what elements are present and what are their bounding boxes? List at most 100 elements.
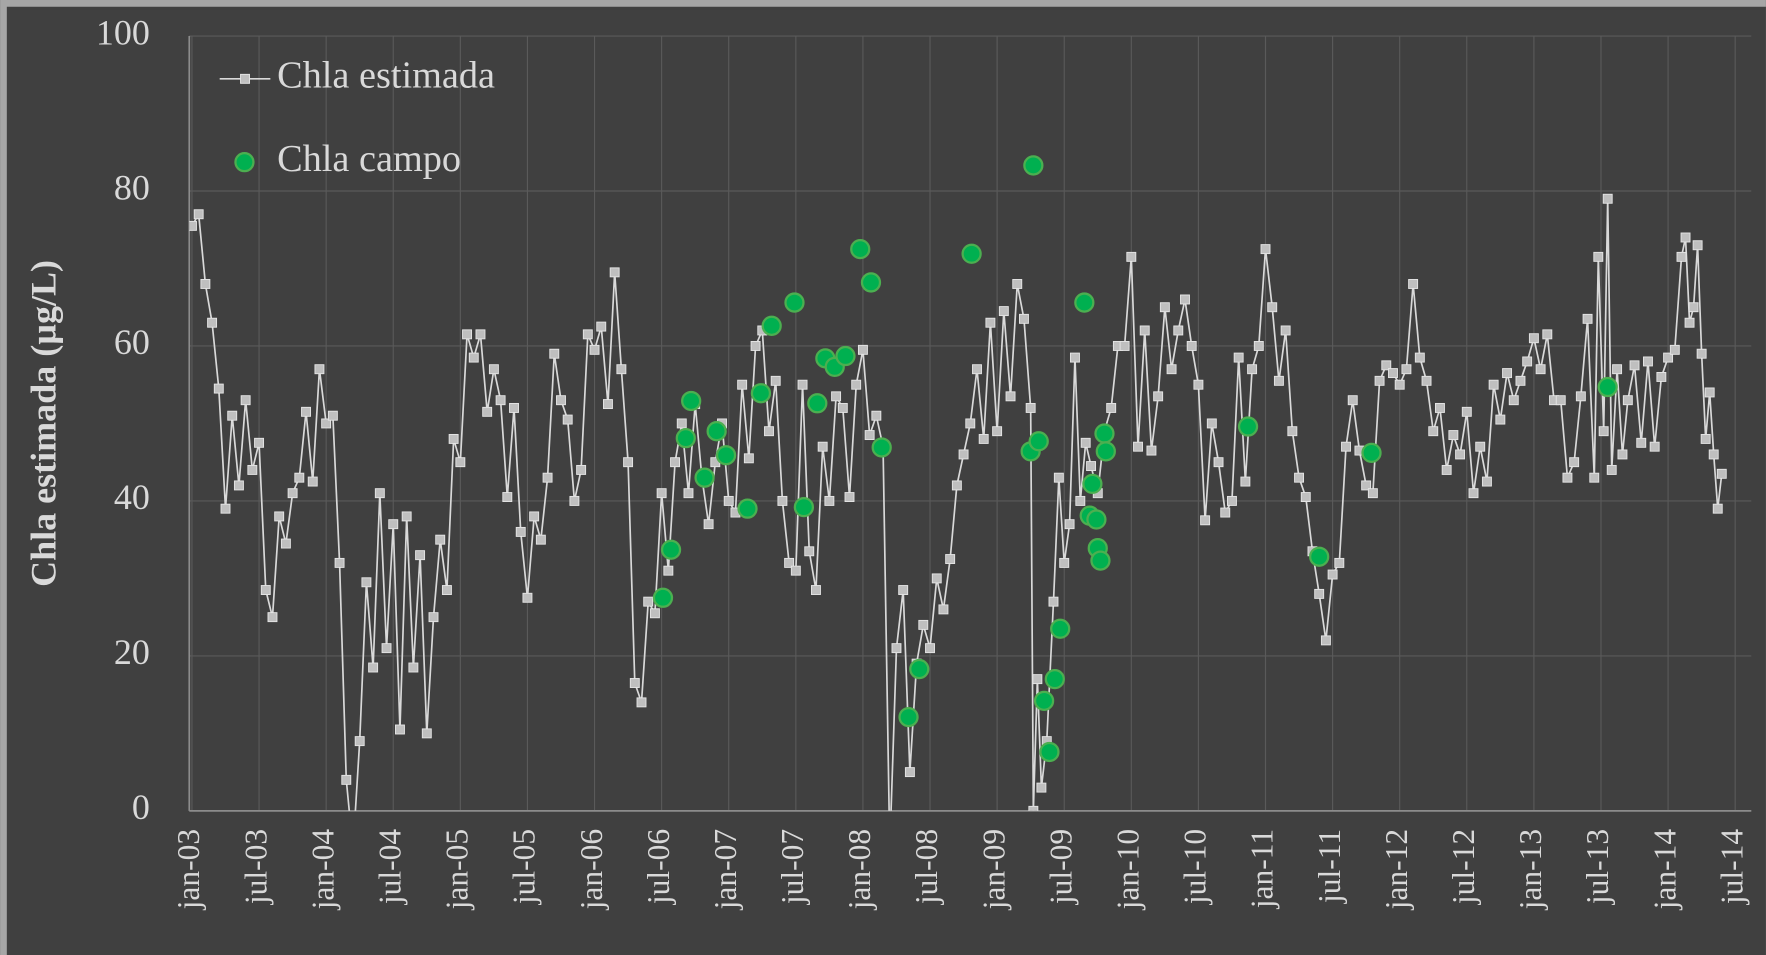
scatter-point [860, 272, 882, 293]
scatter-point [694, 467, 715, 488]
line-marker [1053, 472, 1064, 483]
line-marker [777, 495, 788, 506]
line-marker [1180, 294, 1190, 305]
line-marker [495, 395, 506, 406]
scatter-point [1086, 509, 1107, 530]
line-marker [193, 209, 204, 220]
line-marker [1153, 391, 1164, 402]
line-marker [790, 565, 801, 576]
line-marker [1688, 302, 1699, 313]
x-tick-label: jul-07 [775, 829, 810, 905]
line-marker [267, 612, 278, 623]
line-marker [951, 480, 962, 491]
scatter-point [1237, 416, 1259, 437]
line-marker [663, 565, 674, 576]
line-marker [764, 426, 774, 437]
x-tick-label: jul-05 [507, 829, 542, 905]
line-marker [408, 662, 419, 673]
line-marker [965, 418, 976, 429]
line-marker [1173, 325, 1184, 336]
scatter-point [909, 658, 930, 680]
line-marker [1048, 596, 1059, 607]
x-tick-label: jan-14 [1647, 829, 1682, 911]
x-tick-label: jan-11 [1245, 829, 1280, 909]
line-marker [1036, 782, 1047, 793]
line-marker [844, 492, 855, 503]
line-marker [1186, 341, 1197, 351]
line-marker [636, 697, 647, 708]
line-marker [428, 612, 439, 623]
line-marker [985, 317, 996, 328]
line-marker [629, 678, 640, 688]
line-marker [1522, 356, 1533, 367]
scatter-point [1074, 292, 1095, 313]
line-marker [576, 464, 587, 475]
line-marker [368, 662, 379, 673]
x-tick-label: jul-09 [1043, 829, 1078, 905]
scatter-point [1039, 741, 1060, 763]
line-marker [945, 554, 956, 564]
line-marker [831, 391, 842, 402]
line-marker [623, 457, 634, 468]
background [6, 6, 1766, 955]
line-marker [1569, 457, 1580, 468]
line-marker [260, 585, 271, 595]
line-marker [240, 395, 251, 406]
line-marker [1347, 395, 1358, 406]
line-marker [556, 395, 566, 406]
scatter-point [1309, 546, 1330, 567]
line-marker [1589, 472, 1600, 483]
x-tick-label: jan-03 [171, 829, 206, 911]
scatter-point [706, 421, 727, 442]
line-marker [314, 364, 325, 375]
scatter-point [961, 243, 982, 264]
x-tick-label: jan-09 [976, 829, 1011, 911]
line-marker [294, 472, 305, 483]
line-marker [1455, 449, 1466, 460]
line-marker [327, 410, 338, 421]
line-marker [1421, 375, 1432, 386]
line-marker [213, 383, 224, 394]
scatter-point [761, 315, 782, 336]
line-marker [1227, 495, 1237, 506]
line-marker [1636, 437, 1647, 448]
line-marker [1684, 317, 1695, 328]
line-marker [1602, 193, 1613, 204]
line-marker [1005, 391, 1016, 402]
y-tick-label: 100 [96, 12, 150, 52]
line-marker [569, 495, 580, 506]
line-marker [189, 220, 197, 231]
line-marker [596, 321, 607, 332]
line-marker [1649, 441, 1660, 452]
line-marker [1562, 472, 1573, 483]
line-marker [1575, 391, 1586, 402]
line-marker [1468, 488, 1479, 499]
line-marker [441, 585, 452, 595]
line-marker [1064, 519, 1075, 530]
line-marker [656, 488, 667, 499]
line-marker [388, 519, 399, 530]
line-marker [1327, 569, 1338, 580]
line-marker [1260, 244, 1271, 255]
line-marker [1528, 333, 1539, 344]
line-marker [1213, 457, 1224, 468]
line-marker [1593, 251, 1604, 262]
line-marker [1139, 325, 1150, 336]
line-marker [1488, 379, 1499, 390]
line-marker [824, 495, 835, 506]
scatter-point [1095, 441, 1116, 462]
line-marker [1481, 476, 1492, 487]
line-marker [1233, 352, 1244, 363]
y-tick-label: 80 [114, 167, 150, 207]
x-tick-label: jul-12 [1446, 829, 1481, 905]
line-marker [1475, 441, 1486, 452]
line-marker [770, 375, 781, 386]
line-marker [1069, 352, 1080, 363]
scatter-point [1361, 442, 1382, 464]
line-marker [488, 364, 499, 375]
line-marker [931, 573, 942, 584]
line-marker [1374, 375, 1385, 386]
line-marker [1388, 368, 1398, 379]
line-marker [1435, 402, 1445, 413]
scatter-point [793, 496, 815, 518]
